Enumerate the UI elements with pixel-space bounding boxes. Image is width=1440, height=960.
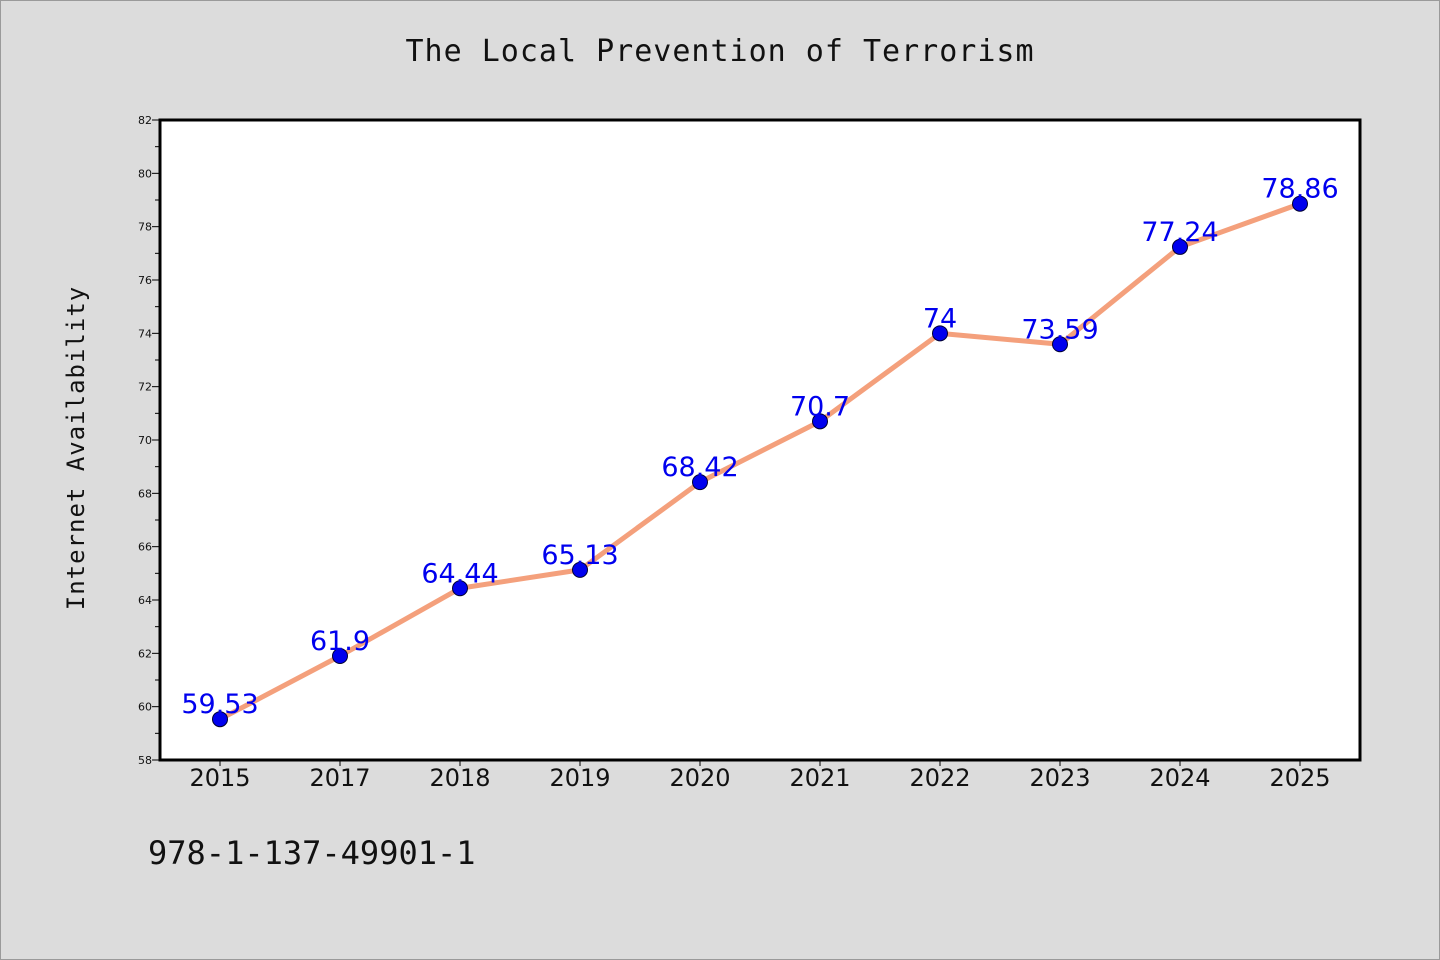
data-label: 73.59 — [1021, 314, 1098, 345]
data-point — [332, 648, 348, 664]
y-tick-label: 80 — [138, 167, 152, 180]
data-label: 61.9 — [310, 626, 370, 657]
y-tick-label: 76 — [138, 274, 152, 287]
data-label: 59.53 — [181, 689, 258, 720]
data-label: 68.42 — [661, 452, 738, 483]
y-tick-label: 64 — [138, 594, 152, 607]
y-tick-label: 70 — [138, 434, 152, 447]
chart-title: The Local Prevention of Terrorism — [405, 34, 1035, 69]
data-point — [212, 711, 228, 728]
y-axis: 58 60 62 64 66 68 70 72 74 76 78 80 82 — [138, 114, 160, 767]
x-axis: 2015 2017 2018 2019 2020 2021 2022 2023 2024 2025 — [189, 760, 1331, 792]
y-tick-label: 58 — [138, 754, 152, 767]
data-point — [1052, 336, 1068, 353]
y-tick-label: 78 — [138, 221, 152, 234]
y-tick-label: 68 — [138, 487, 152, 500]
data-label: 77.24 — [1141, 217, 1218, 248]
x-tick-label: 2023 — [1029, 764, 1090, 792]
data-point — [692, 474, 708, 491]
data-point — [1172, 238, 1188, 255]
data-label: 74 — [923, 303, 957, 334]
data-label: 65.13 — [541, 540, 618, 571]
isbn-label: 978-1-137-49901-1 — [148, 834, 476, 872]
x-tick-label: 2025 — [1269, 764, 1330, 792]
data-label: 64.44 — [421, 558, 498, 589]
y-tick-label: 72 — [138, 381, 152, 394]
x-tick-label: 2020 — [669, 764, 730, 792]
y-tick-label: 74 — [138, 327, 152, 340]
data-point — [452, 580, 468, 597]
x-tick-label: 2019 — [549, 764, 610, 792]
x-tick-label: 2018 — [429, 764, 490, 792]
x-tick-label: 2022 — [909, 764, 970, 792]
data-labels: 59.53 61.9 64.44 65.13 68.42 70.7 74 73.59 77.24… — [181, 174, 1338, 720]
data-label: 70.7 — [790, 391, 850, 422]
y-tick-label: 82 — [138, 114, 152, 127]
y-tick-label: 60 — [138, 701, 152, 714]
y-tick-label: 66 — [138, 541, 152, 554]
data-point — [812, 413, 828, 430]
data-points — [212, 195, 1308, 728]
y-tick-label: 62 — [138, 647, 152, 660]
x-tick-label: 2015 — [189, 764, 250, 792]
data-point — [572, 561, 588, 578]
plot-area — [158, 118, 1362, 762]
data-point — [1292, 195, 1308, 212]
x-tick-label: 2017 — [309, 764, 370, 792]
x-tick-label: 2024 — [1149, 764, 1210, 792]
data-point — [932, 325, 948, 342]
x-tick-label: 2021 — [789, 764, 850, 792]
data-label: 78.86 — [1261, 174, 1338, 205]
series-line — [218, 201, 1301, 722]
